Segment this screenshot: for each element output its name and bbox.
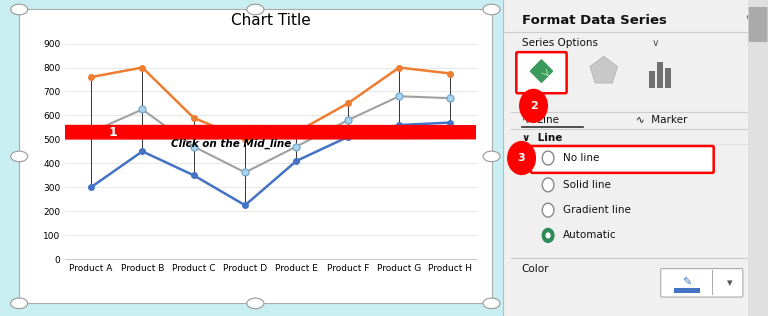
Mid_line bbox=[240, 171, 250, 174]
Mid_line bbox=[343, 118, 353, 122]
Spld Quantity bbox=[395, 123, 404, 127]
Text: Format Data Series: Format Data Series bbox=[521, 14, 667, 27]
Text: 2: 2 bbox=[530, 101, 538, 111]
Spld Quantity bbox=[189, 173, 198, 177]
Forecasted bbox=[343, 101, 353, 105]
Bar bbox=[649, 71, 655, 88]
Text: ∨: ∨ bbox=[745, 13, 754, 26]
Text: ▾: ▾ bbox=[727, 278, 733, 288]
Circle shape bbox=[542, 151, 554, 165]
Circle shape bbox=[545, 232, 551, 239]
Text: ∨  Line: ∨ Line bbox=[521, 133, 562, 143]
Text: ∿  Marker: ∿ Marker bbox=[635, 115, 687, 125]
Line: Forecasted: Forecasted bbox=[88, 65, 453, 142]
Text: Solid line: Solid line bbox=[563, 180, 611, 190]
Circle shape bbox=[520, 89, 548, 122]
Legend: Spld Quantity, Forecasted, Mid_line: Spld Quantity, Forecasted, Mid_line bbox=[131, 314, 410, 316]
Text: ∿  Line: ∿ Line bbox=[521, 115, 558, 125]
Line: Spld Quantity: Spld Quantity bbox=[88, 120, 453, 208]
Spld Quantity bbox=[292, 159, 301, 163]
Circle shape bbox=[542, 228, 554, 242]
Circle shape bbox=[11, 151, 28, 162]
Text: Automatic: Automatic bbox=[563, 230, 616, 240]
Circle shape bbox=[483, 4, 500, 15]
Bar bbox=[748, 0, 768, 316]
Forecasted bbox=[292, 130, 301, 134]
Text: 3: 3 bbox=[518, 153, 525, 163]
Spld Quantity bbox=[446, 121, 455, 125]
Circle shape bbox=[542, 203, 554, 217]
Mid_line bbox=[395, 94, 404, 98]
Circle shape bbox=[11, 298, 28, 309]
Mid_line bbox=[86, 130, 95, 134]
Title: Chart Title: Chart Title bbox=[231, 13, 310, 28]
Text: ✎: ✎ bbox=[683, 278, 692, 288]
Forecasted bbox=[240, 137, 250, 141]
Mid_line bbox=[137, 107, 147, 111]
Polygon shape bbox=[531, 60, 553, 82]
Circle shape bbox=[247, 298, 264, 309]
Circle shape bbox=[247, 4, 264, 15]
FancyBboxPatch shape bbox=[749, 7, 767, 42]
Forecasted bbox=[137, 66, 147, 70]
Polygon shape bbox=[590, 56, 617, 83]
Mid_line bbox=[292, 145, 301, 149]
Text: Gradient line: Gradient line bbox=[563, 205, 631, 215]
Spld Quantity bbox=[240, 203, 250, 207]
FancyBboxPatch shape bbox=[531, 146, 713, 173]
Circle shape bbox=[483, 298, 500, 309]
Text: Color: Color bbox=[521, 264, 549, 274]
Spld Quantity bbox=[86, 185, 95, 189]
Forecasted bbox=[189, 116, 198, 120]
Line: Mid_line: Mid_line bbox=[88, 93, 454, 176]
Circle shape bbox=[542, 178, 554, 192]
Circle shape bbox=[0, 125, 768, 139]
Text: 1: 1 bbox=[108, 126, 117, 139]
Circle shape bbox=[508, 142, 535, 174]
Forecasted bbox=[86, 75, 95, 79]
Bar bbox=[657, 62, 664, 88]
Forecasted bbox=[395, 66, 404, 70]
Circle shape bbox=[483, 151, 500, 162]
Text: Series Options: Series Options bbox=[521, 38, 598, 48]
FancyBboxPatch shape bbox=[660, 269, 743, 297]
Text: ∨: ∨ bbox=[651, 38, 659, 48]
Text: Click on the Mid_line: Click on the Mid_line bbox=[170, 138, 291, 149]
Mid_line bbox=[446, 96, 455, 100]
FancyBboxPatch shape bbox=[516, 52, 567, 93]
Text: No line: No line bbox=[563, 153, 599, 163]
Forecasted bbox=[446, 72, 455, 76]
Bar bbox=[674, 288, 700, 293]
Mid_line bbox=[189, 145, 198, 149]
Spld Quantity bbox=[137, 149, 147, 153]
Bar bbox=[664, 68, 671, 88]
Spld Quantity bbox=[343, 135, 353, 139]
Circle shape bbox=[11, 4, 28, 15]
